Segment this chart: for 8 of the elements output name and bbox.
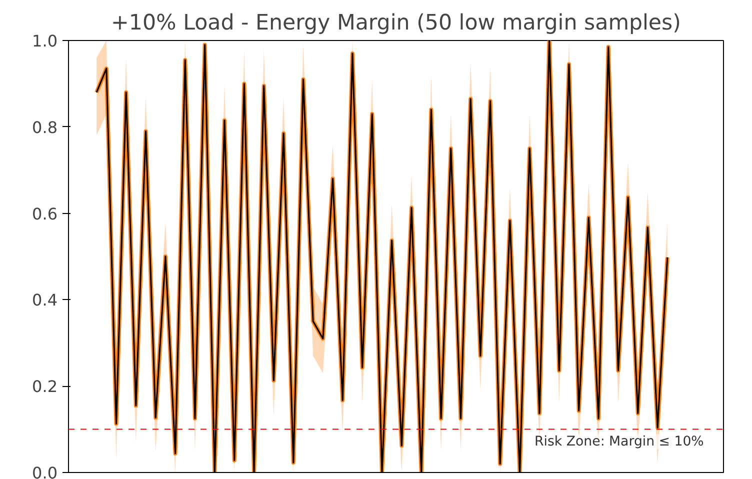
y-tick-label: 0.4 — [32, 290, 58, 310]
y-tick-label: 1.0 — [32, 32, 58, 50]
y-tick-label: 0.6 — [32, 204, 58, 224]
y-tick-label: 0.8 — [32, 118, 58, 137]
y-tick-label: 0.0 — [32, 464, 58, 479]
ref-line-label: Risk Zone: Margin ≤ 10% — [534, 434, 704, 450]
chart-title: +10% Load - Energy Margin (50 low margin samples) — [111, 10, 681, 36]
y-tick-label: 0.2 — [32, 377, 58, 396]
